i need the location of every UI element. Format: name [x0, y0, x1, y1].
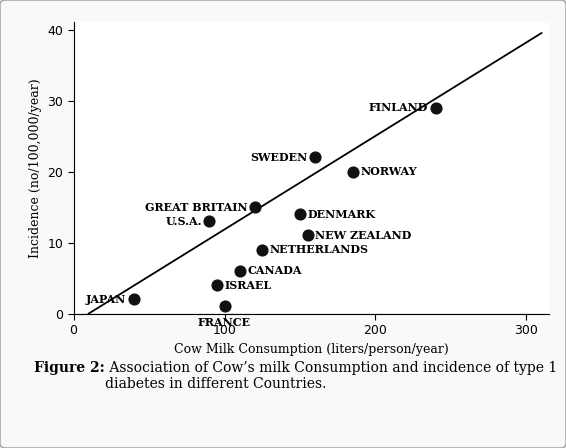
Text: ISRAEL: ISRAEL	[225, 280, 272, 291]
Text: Figure 2:: Figure 2:	[34, 361, 105, 375]
Text: GREAT BRITAIN: GREAT BRITAIN	[144, 202, 247, 212]
Text: DENMARK: DENMARK	[307, 209, 375, 220]
Point	[212, 282, 221, 289]
Text: CANADA: CANADA	[247, 266, 302, 276]
Text: JAPAN: JAPAN	[86, 294, 126, 305]
Point	[295, 211, 305, 218]
Y-axis label: Incidence (no/100,000/year): Incidence (no/100,000/year)	[29, 78, 42, 258]
Text: NORWAY: NORWAY	[361, 166, 417, 177]
Text: FRANCE: FRANCE	[198, 317, 251, 328]
Text: NETHERLANDS: NETHERLANDS	[270, 244, 369, 255]
Point	[250, 203, 259, 211]
Text: FINLAND: FINLAND	[369, 102, 428, 113]
Point	[205, 218, 214, 225]
Point	[431, 104, 440, 111]
Point	[235, 267, 244, 275]
Point	[303, 232, 312, 239]
Text: Association of Cow’s milk Consumption and incidence of type 1 diabetes in differ: Association of Cow’s milk Consumption an…	[105, 361, 557, 391]
Point	[220, 303, 229, 310]
Point	[258, 246, 267, 253]
Point	[130, 296, 139, 303]
Point	[348, 168, 357, 175]
Text: SWEDEN: SWEDEN	[250, 152, 307, 163]
Point	[311, 154, 320, 161]
Text: NEW ZEALAND: NEW ZEALAND	[315, 230, 411, 241]
X-axis label: Cow Milk Consumption (liters/person/year): Cow Milk Consumption (liters/person/year…	[174, 343, 449, 356]
Text: U.S.A.: U.S.A.	[165, 216, 202, 227]
